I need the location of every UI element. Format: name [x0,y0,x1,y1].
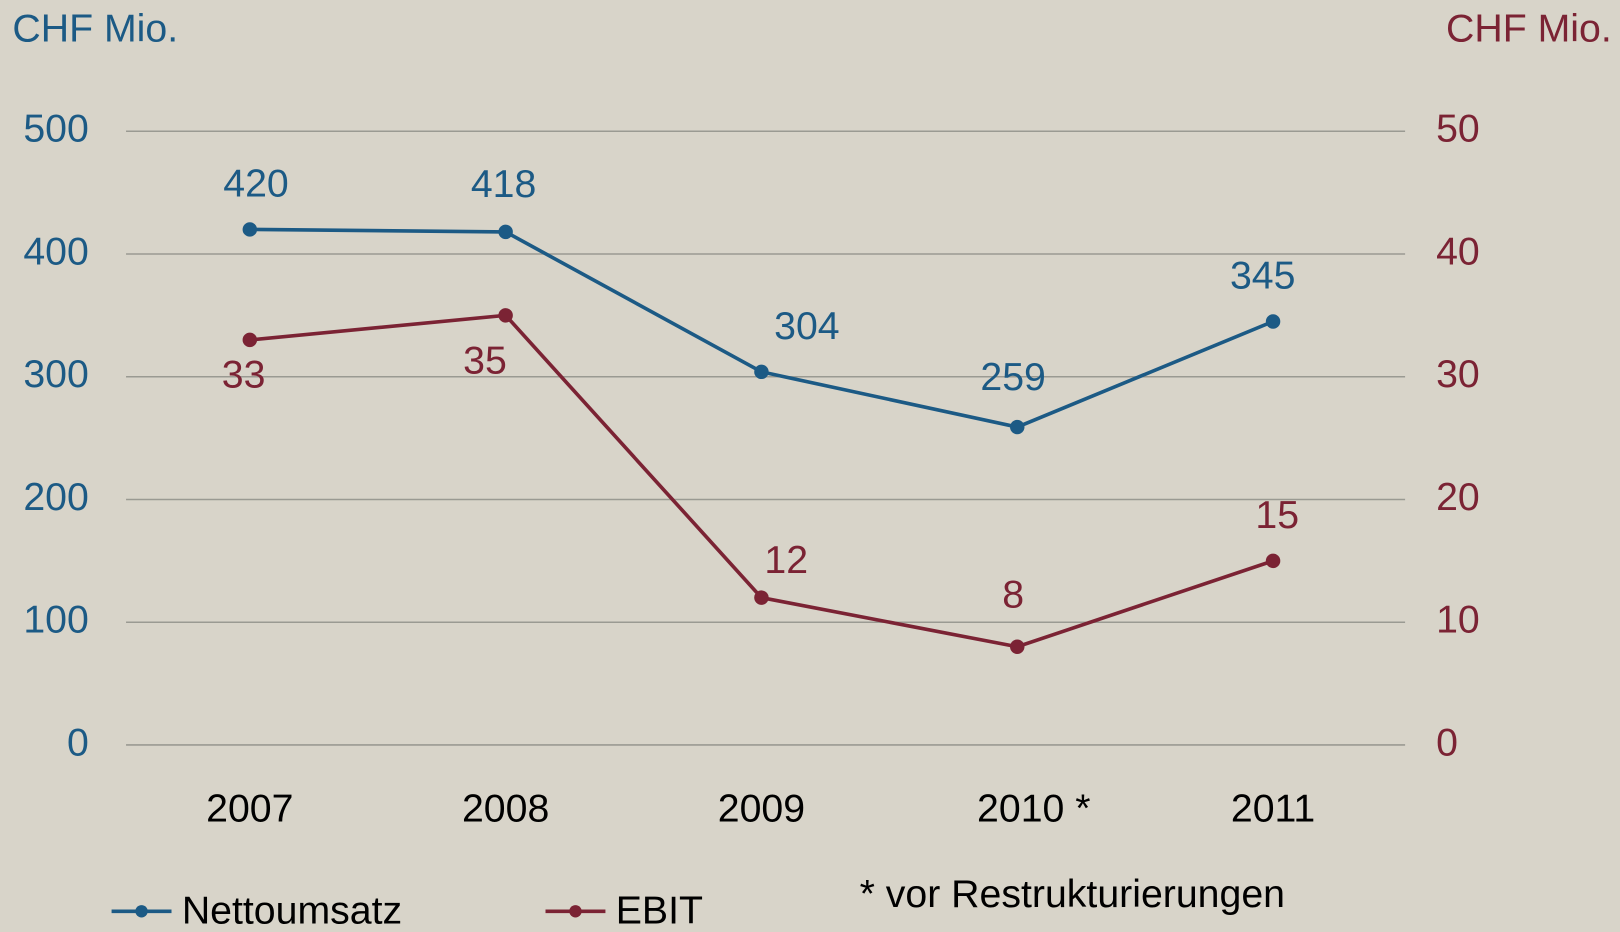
y-tick-label: 400 [23,229,88,273]
data-label: 12 [764,538,808,582]
data-label: 35 [463,338,507,382]
legend-label: Nettoumsatz [182,889,402,932]
data-label: 420 [223,161,289,205]
y2-tick-label: 20 [1436,475,1480,519]
point [1265,314,1281,329]
legend-label: EBIT [616,889,703,932]
point [1265,553,1281,569]
y-tick-label: 100 [23,598,88,642]
x-tick-label: 2007 [206,786,293,830]
y-axis-label: CHF Mio. [12,6,178,50]
y-tick-label: 200 [23,475,88,519]
point [498,308,513,323]
point [498,224,513,240]
data-label: 8 [1002,573,1024,617]
data-label: 33 [222,352,266,396]
data-label: 418 [471,162,537,206]
y2-tick-label: 30 [1436,352,1480,396]
y2-tick-label: 0 [1436,720,1458,764]
point [242,222,258,237]
point [754,590,769,605]
x-tick-label: 2010 * [977,786,1090,830]
data-label: 345 [1230,253,1296,297]
x-tick-label: 2011 [1231,786,1315,830]
y-tick-label: 300 [23,352,88,396]
data-label: 304 [774,304,839,348]
legend-marker [135,905,148,918]
y-tick-label: 0 [67,720,89,764]
x-tick-label: 2009 [718,786,805,830]
y2-tick-label: 40 [1436,229,1480,273]
y-tick-label: 500 [23,107,88,151]
data-label: 259 [980,355,1045,399]
y2-tick-label: 50 [1436,107,1480,151]
data-label: 15 [1255,493,1299,537]
point [1010,639,1025,654]
annotation: * vor Restrukturierungen [860,872,1285,916]
legend-marker [569,905,582,918]
point [1010,419,1025,435]
y2-tick-label: 10 [1436,598,1480,642]
point [754,364,769,380]
point [242,332,258,348]
y2-axis-label: CHF Mio. [1446,6,1612,50]
x-tick-label: 2008 [462,786,549,830]
